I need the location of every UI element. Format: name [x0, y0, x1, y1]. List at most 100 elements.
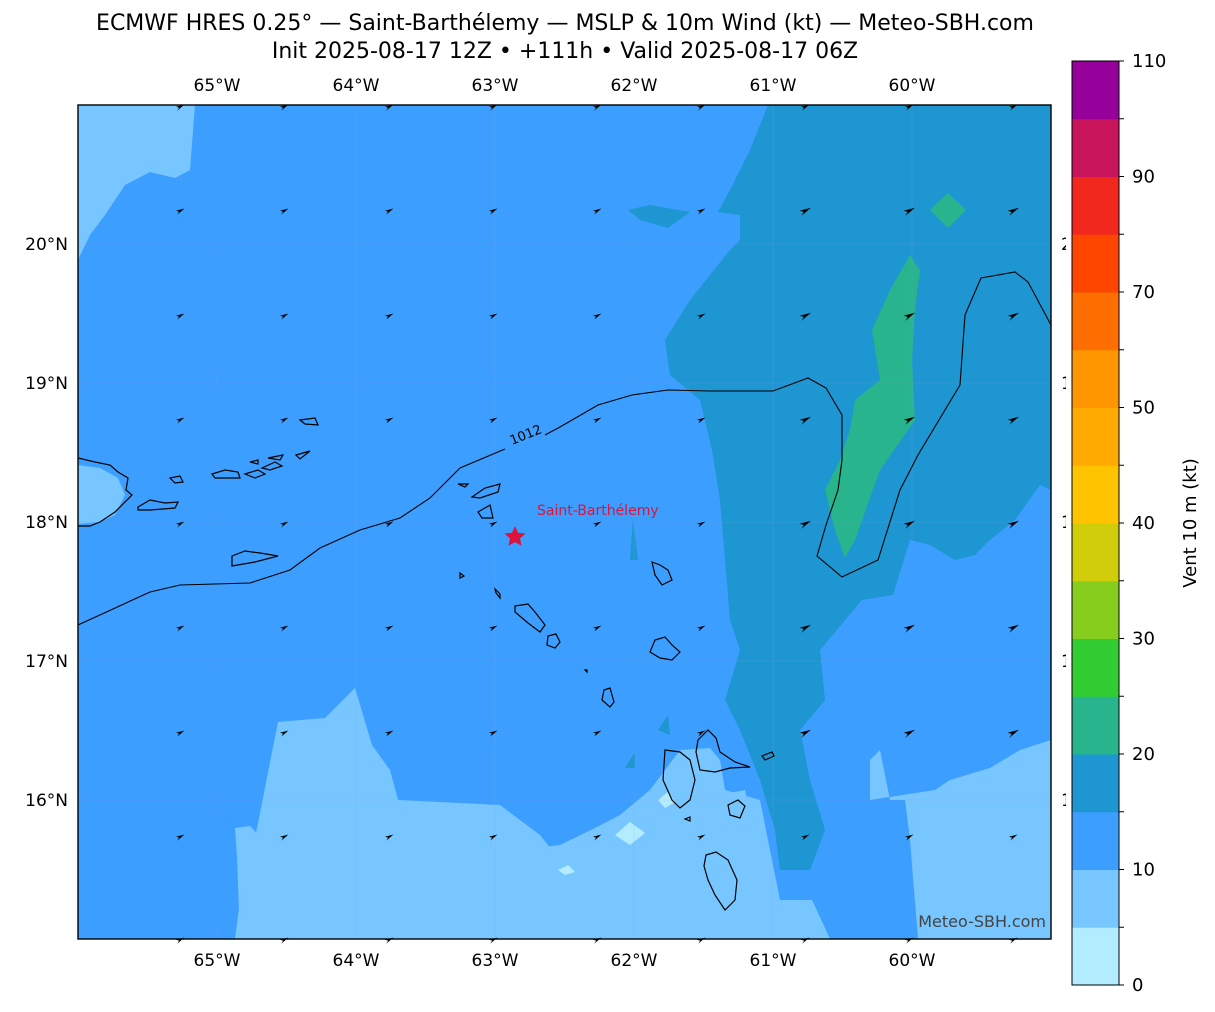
chart-title: ECMWF HRES 0.25° — Saint-Barthélemy — MS…: [96, 11, 1034, 36]
wind-arrow-icon: [799, 520, 811, 529]
colorbar-segment: [1072, 754, 1119, 813]
wind-arrow-icon: [696, 625, 706, 632]
wind-arrow-icon: [1007, 624, 1019, 633]
lon-label: 65°W: [194, 76, 241, 96]
chart-subtitle: Init 2025-08-17 12Z • +111h • Valid 2025…: [271, 39, 859, 64]
wind-arrow-icon: [384, 104, 394, 111]
lon-label: 60°W: [889, 951, 936, 971]
colorbar-tick-label: 40: [1132, 513, 1155, 534]
colorbar-segment: [1072, 176, 1119, 235]
place-marker: Saint-Barthélemy: [504, 503, 659, 546]
wind-arrow-icon: [384, 208, 394, 215]
wind-arrow-icon: [799, 312, 811, 321]
wind-band-20-25: [825, 255, 920, 558]
lon-label: 62°W: [611, 951, 658, 971]
lat-label: 17°N: [25, 652, 68, 672]
lon-label: 63°W: [472, 951, 519, 971]
colorbar-segment: [1072, 523, 1119, 582]
colorbar-segments: [1072, 61, 1119, 986]
colorbar-tick-label: 50: [1132, 398, 1155, 419]
wind-arrow-icon: [175, 730, 185, 737]
colorbar-segment: [1072, 580, 1119, 639]
wind-arrow-icon: [175, 521, 185, 528]
wind-band-15-20-dot2: [658, 715, 670, 735]
wind-arrow-icon: [1007, 520, 1019, 529]
wind-arrow-icon: [592, 521, 602, 528]
wind-band-5-10-south: [78, 748, 830, 939]
wind-arrow-icon: [488, 834, 498, 841]
wind-arrow-icon: [904, 104, 914, 111]
wind-band-15-20-dot3: [625, 752, 635, 768]
wind-band-15-20-center: [628, 205, 690, 228]
lon-labels-bottom: 65°W 64°W 63°W 62°W 61°W 60°W: [194, 951, 936, 971]
colorbar-segment: [1072, 638, 1119, 697]
wind-arrow-icon: [799, 624, 811, 633]
wind-arrow-icon: [384, 834, 394, 841]
colorbar-tick-label: 10: [1132, 860, 1155, 881]
wind-arrow-icon: [696, 417, 706, 424]
wind-arrow-icon: [696, 208, 706, 215]
wind-arrow-icon: [903, 729, 915, 738]
wind-band-15-20-dot: [630, 518, 638, 560]
wind-arrow-icon: [384, 313, 394, 320]
wind-arrow-icon: [279, 834, 289, 841]
colorbar-segment: [1072, 927, 1119, 986]
wind-arrow-icon: [384, 730, 394, 737]
colorbar-segment: [1072, 118, 1119, 177]
wind-arrow-icon: [279, 730, 289, 737]
lon-label: 63°W: [472, 76, 519, 96]
wind-arrow-icon: [384, 625, 394, 632]
colorbar-tick-label: 20: [1132, 744, 1155, 765]
wind-arrow-icon: [1008, 834, 1018, 841]
place-label: Saint-Barthélemy: [537, 503, 659, 519]
colorbar-segment: [1072, 811, 1119, 870]
wind-arrow-icon: [279, 208, 289, 215]
coastlines: [78, 417, 775, 911]
colorbar-segment: [1072, 407, 1119, 466]
wind-field: [78, 105, 1051, 939]
wind-band-5-10-west: [78, 465, 125, 524]
wind-arrow-icon: [903, 520, 915, 529]
wind-arrow-icon: [1007, 207, 1019, 216]
wind-arrow-icon: [592, 730, 602, 737]
colorbar-segment: [1072, 696, 1119, 755]
colorbar-segment: [1072, 465, 1119, 524]
wind-arrow-icon: [799, 729, 811, 738]
lat-label: 20°N: [25, 235, 68, 255]
wind-arrow-icon: [696, 104, 706, 111]
wind-arrow-icon: [592, 417, 602, 424]
wind-arrow-icon: [279, 104, 289, 111]
wind-band-0-5-a: [615, 822, 645, 845]
wind-arrow-icon: [799, 207, 811, 216]
wind-arrow-icon: [175, 313, 185, 320]
wind-arrow-icon: [175, 104, 185, 111]
wind-band-20-25-small: [930, 193, 966, 228]
wind-arrow-icon: [279, 521, 289, 528]
lat-labels-left: 20°N 19°N 18°N 17°N 16°N: [25, 235, 68, 811]
wind-arrow-icon: [800, 104, 810, 111]
wind-arrow-icon: [696, 313, 706, 320]
colorbar-tick-label: 30: [1132, 629, 1155, 650]
lon-label: 61°W: [750, 76, 797, 96]
wind-arrow-icon: [488, 521, 498, 528]
wind-arrow-icon: [696, 521, 706, 528]
wind-arrow-icon: [488, 313, 498, 320]
wind-arrow-icon: [175, 417, 185, 424]
wind-arrow-icon: [592, 625, 602, 632]
wind-arrow-icon: [592, 313, 602, 320]
colorbar-ticks: 0 10 20 30 40 50 70 90 110: [1119, 51, 1166, 996]
lon-label: 60°W: [889, 76, 936, 96]
wind-arrow-icon: [488, 730, 498, 737]
lon-label: 62°W: [611, 76, 658, 96]
lat-label: 19°N: [25, 374, 68, 394]
wind-arrow-icon: [488, 625, 498, 632]
colorbar-tick-label: 70: [1132, 282, 1155, 303]
colorbar-segment: [1072, 869, 1119, 928]
lon-label: 64°W: [333, 951, 380, 971]
wind-arrow-icon: [799, 416, 811, 425]
colorbar-segment: [1072, 61, 1119, 120]
wind-band-5-10-se: [870, 740, 1051, 939]
colorbar-label: Vent 10 m (kt): [1180, 458, 1201, 588]
lat-label: 16°N: [25, 791, 68, 811]
